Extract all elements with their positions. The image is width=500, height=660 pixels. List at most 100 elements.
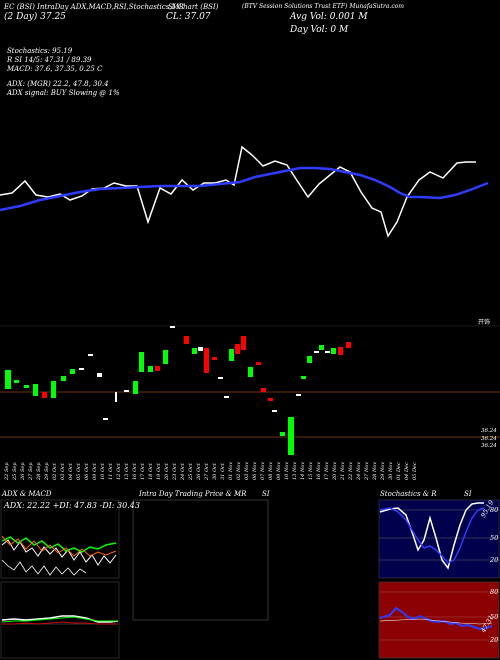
candle bbox=[70, 369, 75, 374]
date-label: 30 Oct bbox=[212, 463, 218, 480]
date-label: 05 Dec bbox=[412, 462, 418, 480]
stoch-level-80-label: 80 bbox=[490, 506, 499, 514]
candle bbox=[268, 398, 273, 401]
candle bbox=[170, 326, 175, 328]
date-label: 06 Oct bbox=[84, 463, 90, 480]
date-label: 13 Nov bbox=[292, 461, 298, 480]
date-label: 05 Oct bbox=[76, 463, 82, 480]
adx-readout: ADX: (MGR) 22.2, 47.8, 30.4 bbox=[7, 80, 109, 88]
candle bbox=[88, 354, 93, 356]
candle bbox=[124, 390, 129, 392]
date-label: 31 Oct bbox=[220, 463, 226, 480]
candle bbox=[248, 367, 253, 377]
candle bbox=[204, 348, 209, 373]
plus-di-line bbox=[1, 536, 117, 553]
date-label: 04 Dec bbox=[404, 462, 410, 480]
candle bbox=[133, 381, 138, 394]
date-label: 09 Oct bbox=[92, 463, 98, 480]
date-label: 02 Oct bbox=[52, 463, 58, 480]
price-label-3: 36.24 bbox=[481, 443, 497, 449]
date-label: 24 Oct bbox=[180, 463, 186, 480]
rsi-readout: R SI 14/5: 47.31 / 89.39 bbox=[7, 56, 92, 64]
header-2day: (2 Day) 37.25 bbox=[4, 12, 66, 22]
candle bbox=[241, 336, 246, 350]
rsi-level-20-label: 20 bbox=[490, 636, 499, 644]
rsi-line bbox=[379, 606, 493, 631]
stoch-panel-title: Stochastics & R bbox=[380, 490, 437, 498]
date-label: 19 Oct bbox=[156, 463, 162, 480]
intraday-panel bbox=[132, 499, 269, 621]
stoch-panel-title-b: SI bbox=[464, 490, 472, 498]
price-label-1: 36.24 bbox=[481, 428, 497, 434]
rsi-level-80-label: 80 bbox=[490, 588, 499, 596]
date-label: 15 Nov bbox=[308, 461, 314, 480]
macd-hist bbox=[2, 621, 118, 625]
date-label: 06 Nov bbox=[252, 461, 258, 480]
stoch-k-line bbox=[379, 502, 484, 570]
date-label: 16 Nov bbox=[316, 461, 322, 480]
rsi-panel bbox=[378, 581, 500, 659]
right-label: 开饰 bbox=[478, 319, 491, 326]
date-label: 25 Oct bbox=[188, 463, 194, 480]
candle bbox=[296, 394, 301, 396]
date-label: 29 Nov bbox=[380, 461, 386, 480]
candle bbox=[24, 385, 29, 388]
candle bbox=[139, 352, 144, 372]
rsi-baseline bbox=[379, 618, 493, 625]
candle bbox=[235, 344, 240, 354]
candle bbox=[325, 351, 330, 353]
date-label: 17 Nov bbox=[324, 461, 330, 480]
main-chart bbox=[0, 145, 500, 455]
candle bbox=[256, 362, 261, 365]
stoch-d-line bbox=[379, 507, 485, 564]
header-close: CL: 37.07 bbox=[166, 12, 211, 22]
adx-values: ADX: 22.22 +DI: 47.83 -DI: 30.43 bbox=[4, 501, 140, 510]
candle bbox=[314, 351, 319, 353]
candle bbox=[229, 349, 234, 361]
date-label: 13 Oct bbox=[124, 463, 130, 480]
candles bbox=[5, 326, 351, 455]
candle bbox=[103, 418, 108, 420]
macd-readout: MACD: 37.6, 37.35, 0.25 C bbox=[7, 65, 103, 73]
date-label: 21 Nov bbox=[340, 461, 346, 480]
candle bbox=[288, 417, 294, 455]
date-label: 14 Nov bbox=[300, 461, 306, 480]
candle bbox=[184, 336, 189, 344]
header-ticker-c: SI Chart (BSI) bbox=[168, 3, 219, 11]
date-label: 28 Nov bbox=[372, 461, 378, 480]
candle bbox=[212, 357, 217, 360]
date-label: 08 Nov bbox=[268, 461, 274, 480]
date-label: 18 Oct bbox=[148, 463, 154, 480]
candle bbox=[33, 384, 38, 396]
macd-line bbox=[1, 615, 119, 623]
intraday-panel-title: Intra Day Trading Price & MR bbox=[139, 490, 247, 498]
candle bbox=[319, 345, 324, 350]
rsi-value-label: 47.31 bbox=[479, 613, 496, 635]
date-label: 27 Sep bbox=[28, 462, 34, 480]
candle bbox=[280, 432, 285, 436]
price-line bbox=[0, 145, 476, 238]
intraday-panel-title-b: SI bbox=[262, 490, 270, 498]
candle bbox=[79, 368, 84, 370]
candle bbox=[42, 392, 47, 398]
header-avg-vol: Avg Vol: 0.001 M bbox=[290, 12, 368, 22]
candle bbox=[163, 350, 168, 364]
date-label: 26 Oct bbox=[196, 463, 202, 480]
adx-trace-2 bbox=[1, 559, 87, 576]
date-label: 22 Nov bbox=[348, 461, 354, 480]
adx-panel bbox=[0, 499, 120, 579]
candle bbox=[346, 342, 351, 348]
candle bbox=[261, 388, 266, 392]
candle bbox=[331, 348, 336, 354]
candle bbox=[307, 356, 312, 363]
date-label: 09 Nov bbox=[276, 461, 282, 480]
date-label: 26 Sep bbox=[20, 462, 26, 480]
date-label: 28 Sep bbox=[36, 462, 42, 480]
date-label: 23 Oct bbox=[172, 463, 178, 480]
date-label: 30 Nov bbox=[388, 461, 394, 480]
candle bbox=[198, 347, 203, 351]
moving-average-line bbox=[0, 166, 489, 212]
date-label: 24 Nov bbox=[356, 461, 362, 480]
date-label: 27 Oct bbox=[204, 463, 210, 480]
date-label: 03 Oct bbox=[60, 463, 66, 480]
